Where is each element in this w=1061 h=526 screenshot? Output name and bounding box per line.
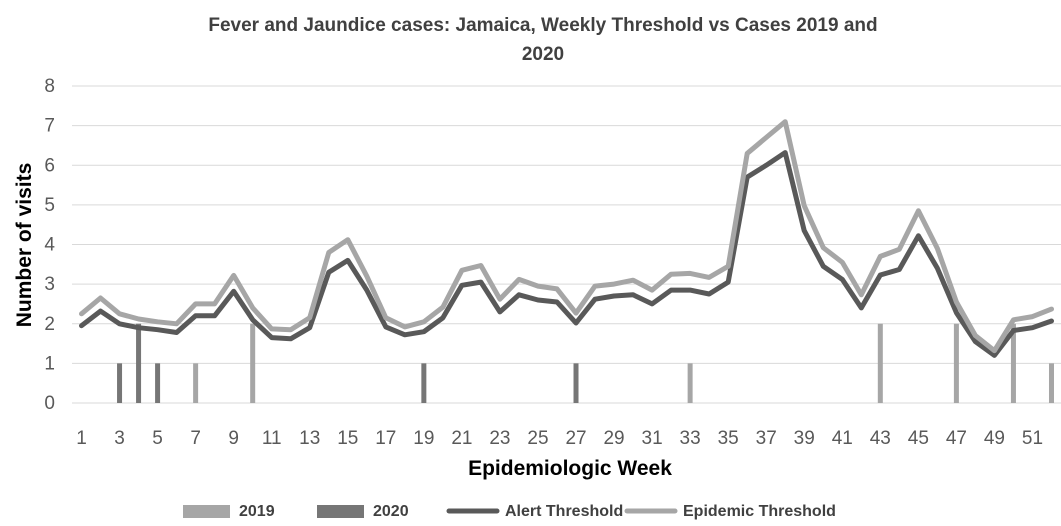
x-tick-label: 23 (489, 428, 510, 449)
x-tick-label: 31 (642, 428, 663, 449)
chart-title-line-1: Fever and Jaundice cases: Jamaica, Weekl… (208, 15, 877, 36)
bar-2019-week-43 (877, 323, 883, 403)
y-tick-label: 0 (44, 393, 55, 414)
y-tick-label: 3 (44, 274, 55, 295)
threshold-lines (79, 119, 1054, 358)
bar-2019-week-52 (1048, 363, 1054, 403)
y-tick-label: 1 (44, 353, 55, 374)
y-tick-label: 7 (44, 116, 55, 137)
x-tick-labels: 1 3 5 7 9 11 13 15 17 19 21 23 25 27 29 31 33 35 37 39 41 43 4… (76, 428, 1043, 449)
x-tick-label: 35 (718, 428, 739, 449)
bar-2019-week-7 (193, 363, 199, 403)
y-tick-label: 2 (44, 314, 55, 335)
chart-title-line-2: 2020 (522, 44, 564, 65)
bar-2019-week-50 (1010, 323, 1016, 403)
legend-label-2019: 2019 (239, 503, 275, 520)
x-tick-label: 9 (228, 428, 239, 449)
x-tick-label: 49 (984, 428, 1005, 449)
x-tick-label: 51 (1022, 428, 1043, 449)
x-tick-label: 7 (190, 428, 201, 449)
legend: 2019 2020 Alert Threshold Epidemic Threshol… (183, 503, 836, 520)
x-tick-label: 3 (114, 428, 125, 449)
bars (117, 323, 1054, 403)
x-tick-label: 27 (565, 428, 586, 449)
x-axis-title: Epidemiologic Week (468, 457, 672, 480)
line-alert-threshold (79, 150, 1054, 358)
legend-label-epidemic-threshold: Epidemic Threshold (683, 503, 836, 520)
y-tick-label: 8 (44, 76, 55, 97)
x-tick-label: 19 (413, 428, 434, 449)
x-tick-label: 25 (527, 428, 548, 449)
x-tick-label: 29 (603, 428, 624, 449)
x-tick-label: 17 (375, 428, 396, 449)
bar-2020-week-3 (117, 363, 123, 403)
x-tick-label: 21 (451, 428, 472, 449)
x-tick-label: 11 (262, 428, 282, 449)
x-tick-label: 5 (152, 428, 163, 449)
x-tick-label: 13 (299, 428, 320, 449)
legend-label-alert-threshold: Alert Threshold (505, 503, 623, 520)
line-epidemic-threshold (79, 119, 1054, 354)
legend-swatch-2020 (317, 505, 364, 518)
y-tick-label: 6 (44, 155, 55, 176)
x-tick-label: 15 (337, 428, 358, 449)
bar-2020-week-27 (573, 363, 579, 403)
y-tick-label: 4 (44, 235, 55, 256)
bar-2020-week-5 (155, 363, 161, 403)
x-tick-label: 39 (794, 428, 815, 449)
bar-2019-week-47 (953, 323, 959, 403)
x-tick-label: 1 (76, 428, 87, 449)
y-tick-labels: 0 1 2 3 4 5 6 7 8 (44, 76, 55, 414)
y-tick-label: 5 (44, 195, 55, 216)
x-tick-label: 41 (832, 428, 853, 449)
x-tick-label: 43 (870, 428, 891, 449)
bar-2019-week-10 (250, 323, 256, 403)
y-axis-title: Number of visits (13, 163, 36, 328)
legend-swatch-2019 (183, 505, 230, 518)
x-tick-label: 37 (756, 428, 777, 449)
x-tick-label: 47 (946, 428, 967, 449)
bar-2019-week-33 (687, 363, 693, 403)
x-tick-label: 33 (680, 428, 701, 449)
x-tick-label: 45 (908, 428, 929, 449)
bar-2020-week-4 (136, 323, 142, 403)
bar-2020-week-19 (421, 363, 427, 403)
legend-label-2020: 2020 (373, 503, 409, 520)
